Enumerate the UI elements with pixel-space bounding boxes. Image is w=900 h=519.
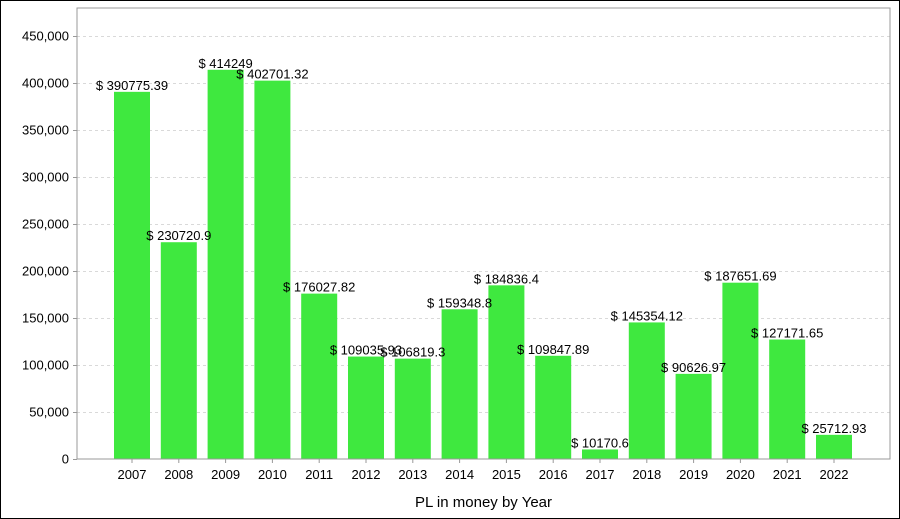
x-tick-label: 2007 bbox=[118, 467, 147, 482]
x-tick-label: 2017 bbox=[586, 467, 615, 482]
x-tick-label: 2014 bbox=[445, 467, 474, 482]
x-tick-label: 2020 bbox=[726, 467, 755, 482]
bars bbox=[114, 69, 852, 460]
y-tick-label: 200,000 bbox=[22, 264, 69, 279]
x-tick-label: 2018 bbox=[632, 467, 661, 482]
data-label: $ 109035.93 bbox=[330, 343, 402, 358]
bar bbox=[582, 449, 618, 459]
y-tick-label: 150,000 bbox=[22, 311, 69, 326]
bar bbox=[675, 373, 712, 459]
bar bbox=[394, 358, 431, 459]
bar bbox=[535, 355, 572, 459]
data-label: $ 390775.39 bbox=[96, 78, 168, 93]
data-label: $ 10170.6 bbox=[571, 435, 629, 450]
data-label: $ 90626.97 bbox=[661, 360, 726, 375]
y-tick-label: 50,000 bbox=[29, 405, 69, 420]
x-axis-ticks: 2007 2008 2009 2010 2011 2012 2013 2014 2015 2016… bbox=[118, 459, 849, 482]
data-label: $ 127171.65 bbox=[751, 326, 823, 341]
data-labels: $ 390775.39 $ 230720.9 $ 414249$ 402701.32… bbox=[96, 56, 867, 451]
bar bbox=[628, 322, 665, 459]
x-tick-label: 2010 bbox=[258, 467, 287, 482]
data-label: $ 25712.93 bbox=[801, 421, 866, 436]
x-tick-label: 2019 bbox=[679, 467, 708, 482]
x-tick-label: 2016 bbox=[539, 467, 568, 482]
data-label: $ 109847.89 bbox=[517, 342, 589, 357]
bar bbox=[160, 242, 197, 459]
x-tick-label: 2013 bbox=[398, 467, 427, 482]
bar bbox=[816, 434, 852, 459]
y-tick-label: 350,000 bbox=[22, 123, 69, 138]
x-tick-label: 2011 bbox=[305, 467, 333, 482]
bar bbox=[207, 69, 244, 460]
x-tick-label: 2022 bbox=[820, 467, 849, 482]
y-tick-label: 250,000 bbox=[22, 217, 69, 232]
bar bbox=[114, 91, 150, 459]
y-tick-label: 300,000 bbox=[22, 170, 69, 185]
y-tick-label: 450,000 bbox=[22, 29, 69, 44]
x-tick-label: 2008 bbox=[164, 467, 193, 482]
data-label: $ 159348.8 bbox=[427, 295, 492, 310]
y-tick-label: 100,000 bbox=[22, 358, 69, 373]
data-label: $ 402701.32 bbox=[236, 67, 308, 82]
x-tick-label: 2021 bbox=[773, 467, 802, 482]
bar bbox=[348, 356, 384, 459]
data-label: $ 184836.4 bbox=[474, 271, 539, 286]
plot-area-border bbox=[76, 7, 891, 460]
bar bbox=[441, 309, 478, 459]
bar bbox=[254, 80, 291, 460]
data-label: $ 230720.9 bbox=[146, 228, 211, 243]
data-label: $ 145354.12 bbox=[611, 308, 683, 323]
y-tick-label: 400,000 bbox=[22, 76, 69, 91]
y-tick-label: 0 bbox=[62, 452, 69, 467]
bar bbox=[488, 285, 525, 459]
x-tick-label: 2009 bbox=[211, 467, 240, 482]
y-axis-ticks: 0 50,000 100,000 150,000 200,000 250,000 300,0… bbox=[22, 29, 77, 467]
data-label: $ 187651.69 bbox=[704, 269, 776, 284]
data-label: $ 176027.82 bbox=[283, 280, 355, 295]
x-tick-label: 2015 bbox=[492, 467, 521, 482]
bar bbox=[301, 293, 338, 459]
data-label: $ 414249 bbox=[198, 56, 252, 71]
gridlines bbox=[77, 36, 890, 413]
data-label: $ 106819.3 bbox=[380, 345, 445, 360]
bar bbox=[769, 339, 806, 459]
bar bbox=[722, 282, 759, 459]
x-axis-title: PL in money by Year bbox=[415, 494, 552, 511]
x-tick-label: 2012 bbox=[352, 467, 381, 482]
